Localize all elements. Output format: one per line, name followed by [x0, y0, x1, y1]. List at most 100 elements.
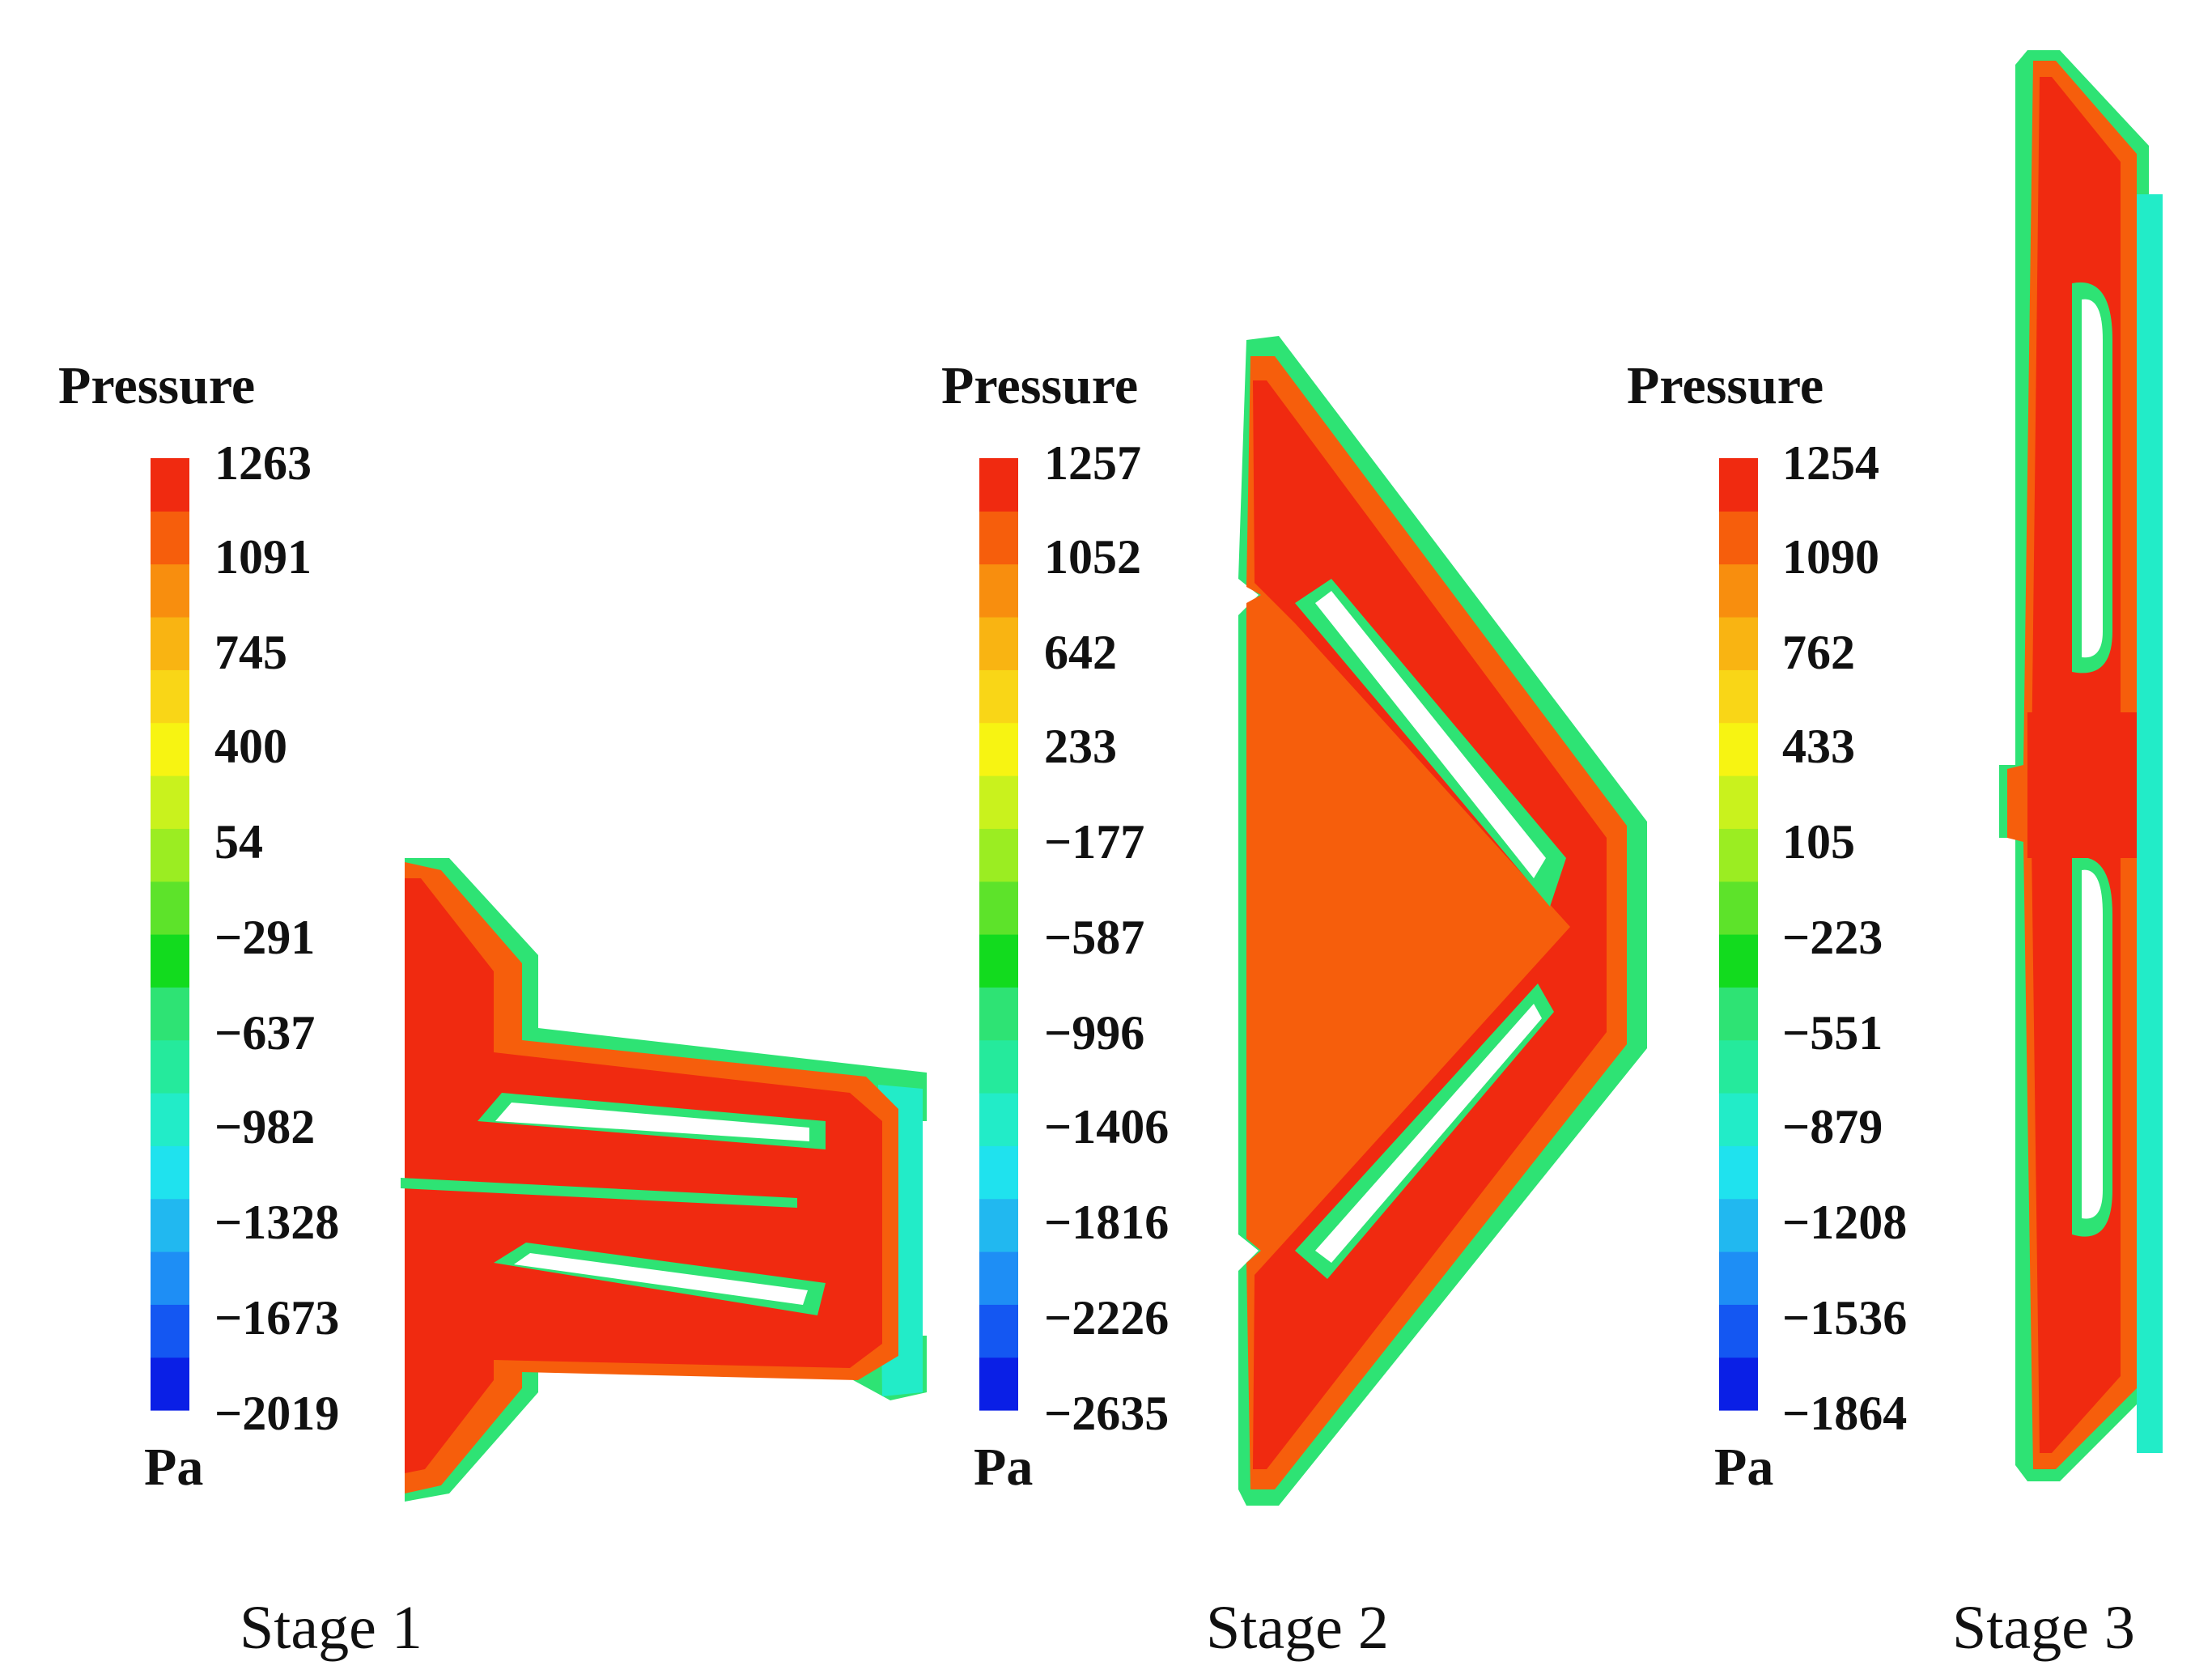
tick-label: 1254 [1782, 436, 1879, 490]
panel-stage-1: Pressure 1263 1091 745 400 54 −291 −637 … [58, 356, 927, 1662]
contour-model-stage-1 [387, 858, 927, 1502]
tick-labels-stage-2: 1257 1052 642 233 −177 −587 −996 −1406 −… [1044, 436, 1169, 1440]
tick-label: 1257 [1044, 436, 1141, 490]
colorbar-stage-2 [979, 458, 1018, 1411]
colorbar-segment [151, 563, 189, 618]
colorbar-segment [151, 1304, 189, 1358]
colorbar-segment [979, 1145, 1018, 1200]
colorbar-segment [151, 1093, 189, 1146]
tick-label: 233 [1044, 720, 1117, 773]
colorbar-segment [151, 828, 189, 882]
tick-label: −551 [1782, 1006, 1883, 1060]
colorbar-stage-1 [151, 458, 189, 1411]
tick-label: 1263 [214, 436, 312, 490]
colorbar-segment [151, 669, 189, 724]
colorbar-segment [151, 881, 189, 935]
colorbar-segment [151, 1145, 189, 1200]
stage-label-3: Stage 3 [1952, 1594, 2135, 1662]
tick-label: 762 [1782, 626, 1855, 679]
colorbar-segment [979, 1357, 1018, 1411]
colorbar-segment [1719, 1039, 1758, 1094]
colorbar-segment [151, 987, 189, 1041]
colorbar-segment [979, 1304, 1018, 1358]
contour-model-stage-3 [1999, 50, 2163, 1481]
tick-label: −982 [214, 1100, 315, 1154]
unit-label-stage-2: Pa [974, 1438, 1033, 1497]
colorbar-segment [1719, 617, 1758, 670]
colorbar-segment [1719, 1093, 1758, 1146]
colorbar-segment [151, 1357, 189, 1411]
tick-label: 642 [1044, 626, 1117, 679]
colorbar-segment [151, 511, 189, 565]
tick-label: 1052 [1044, 530, 1141, 584]
legend-title-stage-3: Pressure [1627, 356, 1824, 415]
contour-model-stage-2 [1238, 336, 1647, 1506]
tick-label: −2635 [1044, 1387, 1169, 1440]
colorbar-segment [979, 669, 1018, 724]
tick-label: −1816 [1044, 1196, 1169, 1249]
colorbar-segment [1719, 1145, 1758, 1200]
tick-label: −2019 [214, 1387, 339, 1440]
colorbar-segment [979, 1198, 1018, 1252]
tick-label: 433 [1782, 720, 1855, 773]
colorbar-segment [979, 1093, 1018, 1146]
panel-stage-3: Pressure 1254 1090 762 433 105 −223 −551… [1627, 50, 2163, 1662]
tick-label: −637 [214, 1006, 315, 1060]
tick-label: −177 [1044, 815, 1144, 869]
colorbar-segment [1719, 828, 1758, 882]
colorbar-segment [1719, 1304, 1758, 1358]
tick-label: −223 [1782, 911, 1883, 964]
colorbar-segment [151, 1039, 189, 1094]
colorbar-segment [1719, 669, 1758, 724]
tick-label: −879 [1782, 1100, 1883, 1154]
colorbar-segment [1719, 881, 1758, 935]
unit-label-stage-3: Pa [1714, 1438, 1773, 1497]
unit-label-stage-1: Pa [144, 1438, 203, 1497]
colorbar-segment [1719, 511, 1758, 565]
colorbar-segment [1719, 1198, 1758, 1252]
tick-labels-stage-3: 1254 1090 762 433 105 −223 −551 −879 −12… [1782, 436, 1907, 1440]
colorbar-segment [979, 722, 1018, 776]
colorbar-segment [151, 1251, 189, 1305]
colorbar-segment [151, 617, 189, 670]
tick-label: −1864 [1782, 1387, 1907, 1440]
colorbar-segment [979, 1251, 1018, 1305]
colorbar-segment [1719, 722, 1758, 776]
colorbar-stage-3 [1719, 458, 1758, 1411]
stage-label-1: Stage 1 [240, 1594, 422, 1662]
tick-label: −996 [1044, 1006, 1144, 1060]
colorbar-segment [979, 987, 1018, 1041]
colorbar-segment [1719, 775, 1758, 829]
panel-stage-2: Pressure 1257 1052 642 233 −177 −587 −99… [941, 336, 1647, 1662]
tick-label: −1536 [1782, 1291, 1907, 1345]
tick-label: −587 [1044, 911, 1144, 964]
colorbar-segment [1719, 563, 1758, 618]
colorbar-segment [151, 722, 189, 776]
tick-label: 745 [214, 626, 287, 679]
colorbar-segment [1719, 934, 1758, 988]
colorbar-segment [151, 458, 189, 512]
colorbar-segment [979, 828, 1018, 882]
tick-label: −1406 [1044, 1100, 1169, 1154]
colorbar-segment [151, 934, 189, 988]
tick-label: −2226 [1044, 1291, 1169, 1345]
colorbar-segment [979, 563, 1018, 618]
colorbar-segment [151, 775, 189, 829]
tick-labels-stage-1: 1263 1091 745 400 54 −291 −637 −982 −132… [214, 436, 339, 1440]
colorbar-segment [151, 1198, 189, 1252]
tick-label: −1208 [1782, 1196, 1907, 1249]
colorbar-segment [1719, 458, 1758, 512]
colorbar-segment [979, 1039, 1018, 1094]
colorbar-segment [979, 458, 1018, 512]
tick-label: −291 [214, 911, 315, 964]
tick-label: 1091 [214, 530, 312, 584]
tick-label: −1328 [214, 1196, 339, 1249]
tick-label: 400 [214, 720, 287, 773]
colorbar-segment [979, 881, 1018, 935]
tick-label: 1090 [1782, 530, 1879, 584]
stage-label-2: Stage 2 [1206, 1594, 1389, 1662]
colorbar-segment [1719, 1251, 1758, 1305]
tick-label: −1673 [214, 1291, 339, 1345]
legend-title-stage-1: Pressure [58, 356, 255, 415]
